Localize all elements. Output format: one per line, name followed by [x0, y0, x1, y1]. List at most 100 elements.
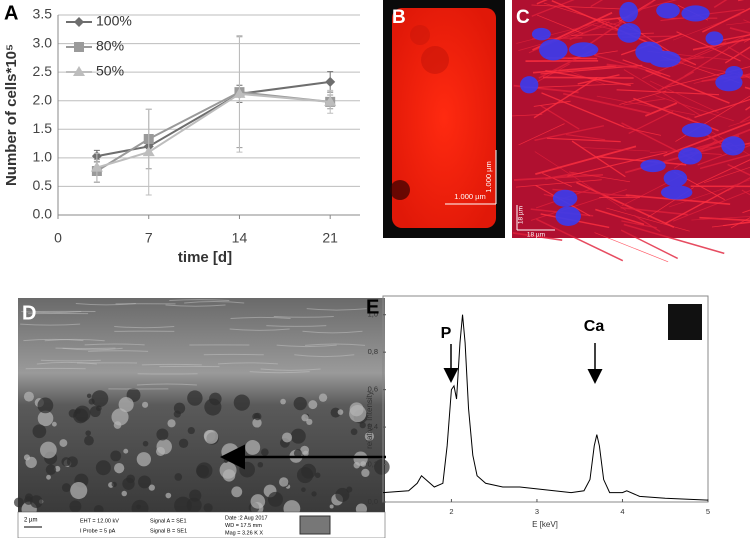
- fiber: [669, 179, 750, 208]
- nucleus: [531, 27, 551, 41]
- x-tick-label: 14: [232, 230, 248, 246]
- texture: [174, 496, 192, 515]
- texture: [167, 419, 176, 428]
- texture: [306, 308, 367, 311]
- fiber: [534, 151, 627, 211]
- fiber: [726, 21, 750, 26]
- plot-frame: [382, 295, 709, 503]
- fiber: [742, 209, 750, 214]
- fiber: [515, 179, 602, 188]
- fiber: [729, 27, 750, 34]
- texture: [121, 490, 128, 497]
- texture: [32, 424, 47, 439]
- texture: [118, 397, 134, 413]
- y-tick-label: 1,0: [368, 310, 378, 319]
- y-tick-label: 0,6: [368, 385, 378, 394]
- texture: [61, 457, 71, 467]
- texture: [329, 504, 334, 509]
- texture: [37, 397, 54, 414]
- fiber: [699, 153, 750, 170]
- texture: [184, 301, 245, 304]
- nucleus: [552, 189, 578, 207]
- nucleus: [520, 76, 539, 94]
- marker: [142, 146, 155, 157]
- series-line: [96, 92, 331, 169]
- y-tick-label: 0.5: [33, 177, 53, 193]
- sem-info: Mag = 3.26 K X: [225, 530, 263, 536]
- fiber: [633, 214, 661, 233]
- nucleus: [660, 185, 693, 200]
- fiber: [620, 206, 688, 216]
- texture: [30, 495, 43, 508]
- y-tick-label: 0.0: [33, 206, 53, 222]
- texture: [86, 393, 92, 399]
- fiber: [743, 39, 750, 43]
- fiber: [691, 216, 750, 221]
- fiber: [533, 100, 571, 107]
- texture: [85, 430, 91, 436]
- fiber: [580, 147, 650, 152]
- series-line: [96, 91, 331, 172]
- fiber: [724, 46, 750, 64]
- fiber: [571, 140, 626, 178]
- texture: [223, 458, 229, 463]
- texture: [25, 456, 37, 469]
- texture: [165, 492, 172, 499]
- texture: [165, 304, 226, 307]
- legend-label: 50%: [96, 63, 124, 79]
- texture: [114, 463, 125, 474]
- x-axis-label: time [d]: [178, 249, 232, 266]
- fiber: [606, 207, 690, 232]
- x-tick-label: 2: [449, 507, 453, 516]
- fiber: [739, 115, 750, 124]
- texture: [261, 448, 269, 456]
- fiber: [649, 80, 719, 114]
- fiber: [664, 184, 737, 225]
- image-b: 1.000 µm 1.000 µm B: [383, 0, 505, 238]
- texture: [69, 500, 82, 513]
- nucleus: [656, 2, 680, 19]
- legend-label: 100%: [96, 13, 132, 29]
- texture: [37, 410, 54, 427]
- texture: [196, 464, 209, 478]
- nucleus: [640, 159, 666, 173]
- texture: [187, 426, 195, 435]
- nucleus: [715, 73, 743, 92]
- texture: [279, 477, 289, 487]
- nucleus: [681, 122, 712, 138]
- scale-label: 1.000 µm: [454, 192, 485, 201]
- texture: [114, 325, 175, 329]
- texture: [173, 410, 181, 418]
- sem-info: EHT = 12.00 kV: [80, 518, 119, 524]
- texture: [142, 440, 149, 447]
- texture: [62, 347, 123, 351]
- texture: [70, 481, 88, 500]
- x-tick-label: 0: [54, 230, 62, 246]
- fiber: [672, 190, 750, 222]
- y-tick-label: 1.5: [33, 120, 53, 136]
- marker: [325, 76, 336, 87]
- sem-info: Signal A = SE1: [150, 518, 187, 524]
- texture: [294, 354, 355, 358]
- panel-label: D: [22, 302, 36, 324]
- x-tick-label: 21: [322, 230, 338, 246]
- nucleus: [663, 169, 688, 187]
- fiber: [531, 0, 575, 17]
- texture: [156, 428, 169, 441]
- texture: [282, 432, 293, 443]
- texture: [374, 459, 390, 475]
- fiber: [727, 46, 750, 61]
- texture: [13, 497, 24, 508]
- fiber: [545, 172, 577, 180]
- texture: [84, 343, 145, 346]
- texture: [142, 401, 149, 408]
- texture: [95, 460, 111, 476]
- texture: [74, 405, 91, 422]
- texture: [91, 390, 109, 407]
- fiber: [730, 217, 750, 229]
- texture: [23, 391, 34, 402]
- fiber: [546, 137, 621, 143]
- texture: [359, 421, 366, 429]
- fiber: [524, 83, 634, 89]
